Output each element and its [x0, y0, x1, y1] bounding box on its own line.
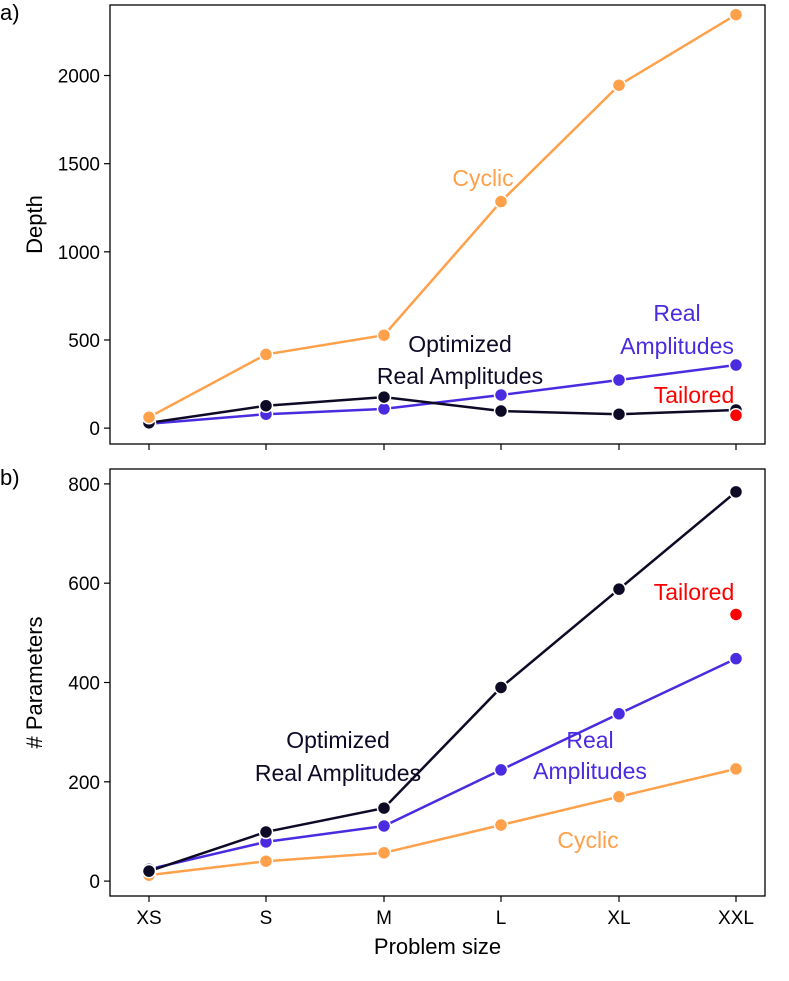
data-point-optimized	[376, 389, 392, 405]
annotation-cyclic: Cyclic	[452, 165, 513, 191]
y-tick-label: 600	[68, 574, 100, 595]
annotation-tailored: Tailored	[654, 579, 735, 605]
data-point-cyclic	[611, 77, 627, 93]
data-point-real	[611, 372, 627, 388]
y-tick-label: 400	[68, 674, 100, 695]
y-tick-label: 500	[68, 331, 100, 352]
data-point-cyclic	[376, 327, 392, 343]
data-point-real	[493, 387, 509, 403]
data-point-cyclic	[258, 347, 274, 362]
y-tick-label: 800	[68, 475, 100, 496]
y-tick-label: 1000	[58, 243, 100, 264]
x-tick-label: XS	[136, 908, 161, 929]
data-point-real	[376, 818, 392, 834]
annotation-real: Real	[653, 300, 700, 326]
annotation-cyclic: Cyclic	[557, 827, 618, 853]
annotation-optimized: Real Amplitudes	[255, 760, 421, 786]
data-point-optimized	[258, 824, 274, 840]
data-point-real	[493, 762, 509, 778]
y-tick-label: 1500	[58, 155, 100, 176]
data-point-real	[376, 401, 392, 417]
axes-frame	[109, 4, 766, 445]
panel-label: a)	[0, 0, 20, 25]
x-tick-label: M	[376, 908, 392, 929]
panel-label: b)	[0, 465, 20, 490]
series-line-real	[148, 657, 737, 871]
data-point-real	[728, 357, 744, 373]
data-point-cyclic	[728, 761, 744, 777]
data-point-optimized	[376, 800, 392, 816]
data-point-cyclic	[376, 845, 392, 861]
x-tick-label: XL	[607, 908, 630, 929]
data-point-optimized	[611, 406, 627, 422]
data-point-tailored	[728, 607, 744, 622]
annotation-optimized: Optimized	[286, 727, 390, 753]
x-tick-label: S	[260, 908, 273, 929]
data-point-cyclic	[258, 853, 274, 869]
series-line-optimized	[148, 490, 737, 873]
annotation-real: Real	[566, 727, 613, 753]
data-point-optimized	[141, 863, 157, 879]
series-line-cyclic	[148, 767, 737, 877]
annotation-real: Amplitudes	[533, 758, 647, 784]
annotation-real: Amplitudes	[620, 333, 734, 359]
x-tick-label: XXL	[718, 908, 754, 929]
data-point-cyclic	[141, 409, 157, 425]
annotation-tailored: Tailored	[654, 382, 735, 408]
annotation-optimized: Real Amplitudes	[377, 363, 543, 389]
annotation-optimized: Optimized	[408, 331, 512, 357]
data-point-real	[728, 651, 744, 666]
series-line-cyclic	[148, 13, 737, 419]
y-axis-label: Depth	[22, 195, 47, 254]
data-point-tailored	[728, 408, 744, 423]
data-point-optimized	[493, 680, 509, 695]
panel-a	[104, 4, 766, 450]
x-tick-label: L	[496, 908, 507, 929]
y-tick-label: 200	[68, 773, 100, 794]
data-point-optimized	[258, 398, 274, 413]
data-point-optimized	[611, 581, 627, 597]
series-line-real	[148, 363, 737, 425]
series-line-optimized	[148, 395, 737, 425]
data-point-cyclic	[493, 817, 509, 833]
panel-b	[104, 468, 766, 902]
axes-frame	[109, 468, 766, 897]
y-tick-label: 0	[89, 419, 100, 440]
data-point-optimized	[728, 484, 744, 500]
data-point-cyclic	[611, 789, 627, 804]
data-point-cyclic	[728, 7, 744, 22]
y-tick-label: 0	[89, 872, 100, 893]
data-point-real	[611, 706, 627, 722]
data-point-cyclic	[493, 194, 509, 209]
y-tick-label: 2000	[58, 67, 100, 88]
x-axis-label: Problem size	[374, 934, 501, 959]
y-axis-label: # Parameters	[22, 616, 47, 748]
data-point-optimized	[493, 403, 509, 419]
